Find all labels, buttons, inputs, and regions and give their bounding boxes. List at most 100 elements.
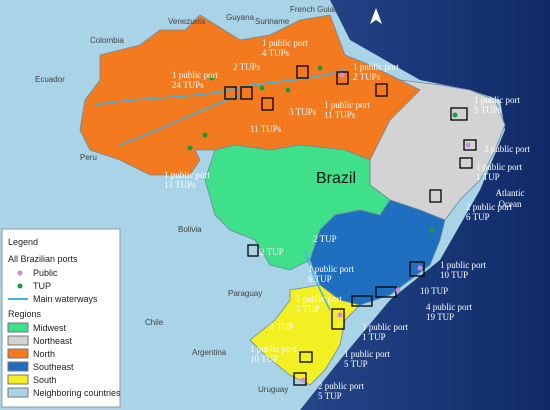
annotation-line: 1 TUP (476, 172, 500, 182)
annotation-line: 1 public port (353, 62, 399, 72)
country-label: French Guiana (290, 5, 343, 14)
annotation-line: 1 public port (250, 344, 296, 354)
annotation: 1 public port 10 TUP (440, 260, 486, 280)
country-label: Uruguay (258, 385, 288, 394)
annotation-line: 1 public port (474, 95, 520, 105)
country-label: Ecuador (35, 75, 65, 84)
annotation-line: 4 public port (426, 302, 472, 312)
annotation: 1 public port 6 TUP (308, 264, 354, 284)
annotation: 1 public port 10 TUP (250, 344, 296, 364)
annotation-line: 5 TUPs (474, 105, 502, 115)
annotation-line: 2 TUP (270, 322, 294, 332)
country-label: Suriname (255, 17, 290, 26)
annotation: 1 public port 4 TUPs (262, 38, 308, 58)
annotation: 2 public port 6 TUP (466, 202, 512, 222)
annotation-line: 3 public port (484, 144, 530, 154)
country-label: Colombia (90, 36, 124, 45)
annotation-line: 4 TUPs (262, 48, 290, 58)
annotation-line: 2 public port (296, 294, 342, 304)
annotation-line: 1 public port (262, 38, 308, 48)
annotation-line: 1 public port (476, 162, 522, 172)
annotation-line: 2 public port (466, 202, 512, 212)
annotation-line: 24 TUPs (172, 80, 204, 90)
annotation-line: 2 TUP (260, 247, 284, 257)
north-arrow (370, 8, 382, 24)
legend-title: Legend (8, 237, 38, 247)
legend-heading: Regions (8, 309, 42, 319)
legend-swatch (7, 374, 29, 385)
annotation-line: 11 TUPs (324, 110, 356, 120)
annotation-line: 2 public port (318, 381, 364, 391)
legend-label: Main waterways (33, 294, 98, 304)
country-label: Guyana (226, 13, 255, 22)
annotation-line: 6 TUP (466, 212, 490, 222)
legend-label: Southeast (33, 362, 74, 372)
annotation: 1 public port 24 TUPs (172, 70, 218, 90)
annotation: 11 TUPs (250, 124, 282, 134)
legend-label: Neighboring countries (33, 388, 121, 398)
country-label: Bolivia (178, 225, 202, 234)
legend-label: North (33, 349, 55, 359)
annotation-line: 10 TUP (250, 354, 278, 364)
annotation-line: 10 TUP (420, 286, 448, 296)
legend-heading: All Brazilian ports (8, 254, 78, 264)
ocean-label: Atlantic Ocean (496, 188, 525, 209)
southeast (309, 199, 446, 306)
annotation: 2 TUP (260, 247, 284, 257)
annotation: 2 public port 5 TUP (318, 381, 364, 401)
country-label: Peru (80, 153, 97, 162)
annotation: 2 TUPs (233, 62, 261, 72)
annotation-line: 10 TUP (440, 270, 468, 280)
annotation-line: 1 public port (362, 322, 408, 332)
legend-swatch (7, 322, 29, 333)
annotation-line: 1 public port (440, 260, 486, 270)
annotation-line: 11 TUPs (250, 124, 282, 134)
annotation-line: 1 TUP (296, 304, 320, 314)
annotation: 10 TUP (420, 286, 448, 296)
legend-swatch (7, 348, 29, 359)
country-label: Argentina (192, 348, 227, 357)
annotation: 1 public port 1 TUP (476, 162, 522, 182)
legend-swatch (7, 361, 29, 372)
annotation: 3 TUPs (289, 107, 317, 117)
legend: Legend All Brazilian ports Public TUP Ma… (1, 228, 121, 408)
legend-label: Northeast (33, 336, 73, 346)
annotation-line: 2 TUPs (233, 62, 261, 72)
port-boxes (224, 65, 477, 386)
regions (79, 14, 506, 386)
annotation: 2 TUP (270, 322, 294, 332)
waterway (304, 249, 331, 311)
annotation: 1 public port 11 TUPs (324, 100, 370, 120)
annotation: 3 public port (484, 144, 530, 154)
country-label: Chile (145, 318, 164, 327)
ocean-line: Ocean (499, 199, 522, 209)
annotation: 2 public port 1 TUP (296, 294, 342, 314)
ocean-line: Atlantic (496, 188, 525, 198)
annotation: 1 public port 5 TUPs (474, 95, 520, 115)
annotation-line: 3 TUPs (289, 107, 317, 117)
annotation-line: 2 TUPs (353, 72, 381, 82)
brazil-label: Brazil (316, 170, 356, 187)
annotation-line: 5 TUP (344, 359, 368, 369)
annotation-line: 19 TUP (426, 312, 454, 322)
waterway (119, 94, 241, 146)
annotation: 1 public port 13 TUPs (164, 170, 210, 190)
legend-swatch (7, 387, 29, 398)
annotation-line: 5 TUP (318, 391, 342, 401)
legend-swatch (17, 283, 23, 289)
annotation-line: 6 TUP (308, 274, 332, 284)
port-dots (187, 65, 471, 383)
annotation-line: 2 TUP (313, 234, 337, 244)
annotation-line: 1 TUP (362, 332, 386, 342)
legend-label: TUP (33, 281, 51, 291)
legend-label: Public (33, 268, 58, 278)
legend-label: Midwest (33, 323, 67, 333)
annotation-line: 1 public port (172, 70, 218, 80)
annotation: 1 public port 1 TUP (362, 322, 408, 342)
annotation-line: 1 public port (324, 100, 370, 110)
annotation-line: 1 public port (308, 264, 354, 274)
legend-label: South (33, 375, 57, 385)
annotation-line: 13 TUPs (164, 180, 196, 190)
